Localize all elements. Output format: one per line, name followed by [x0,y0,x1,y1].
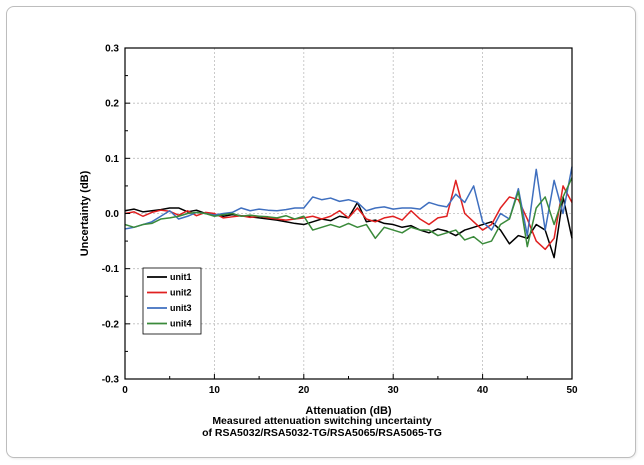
y-tick-label-1: -0.2 [102,319,120,330]
series-lines [124,166,573,259]
series-line-unit4 [124,177,573,248]
y-axis-title: Uncertainty (dB) [79,170,91,256]
y-tick-label-6: 0.3 [105,44,119,55]
legend-label-unit4: unit4 [170,319,192,329]
x-tick-label-2: 20 [298,385,310,396]
y-tick-label-5: 0.2 [105,99,119,110]
series-line-unit1 [124,196,573,259]
x-tick-label-3: 30 [388,385,400,396]
y-tick-label-4: 0.1 [105,154,119,165]
axis-tick-labels: 0 10 20 30 40 50 -0.3 -0.2 -0.1 0.0 0.1 0.2 0.3 [102,44,578,397]
x-tick-label-5: 50 [566,385,578,396]
x-tick-label-0: 0 [122,385,128,396]
y-tick-label-3: 0.0 [105,209,119,220]
series-line-unit2 [124,179,573,251]
legend-label-unit1: unit1 [170,272,192,282]
y-tick-label-2: -0.1 [102,264,120,275]
x-tick-label-1: 10 [209,385,221,396]
legend-label-unit3: unit3 [170,303,192,313]
axis-ticks [124,47,573,380]
legend: unit1 unit2 unit3 unit4 [142,267,202,335]
series-line-unit3 [124,166,573,237]
legend-label-unit2: unit2 [170,288,192,298]
x-tick-label-4: 40 [477,385,489,396]
x-axis-title: Attenuation (dB) [305,405,391,417]
caption-line-1: Measured attenuation switching uncertain… [212,415,432,427]
y-tick-label-0: -0.3 [102,375,120,386]
caption-line-2: of RSA5032/RSA5032-TG/RSA5065/RSA5065-TG [202,427,442,439]
